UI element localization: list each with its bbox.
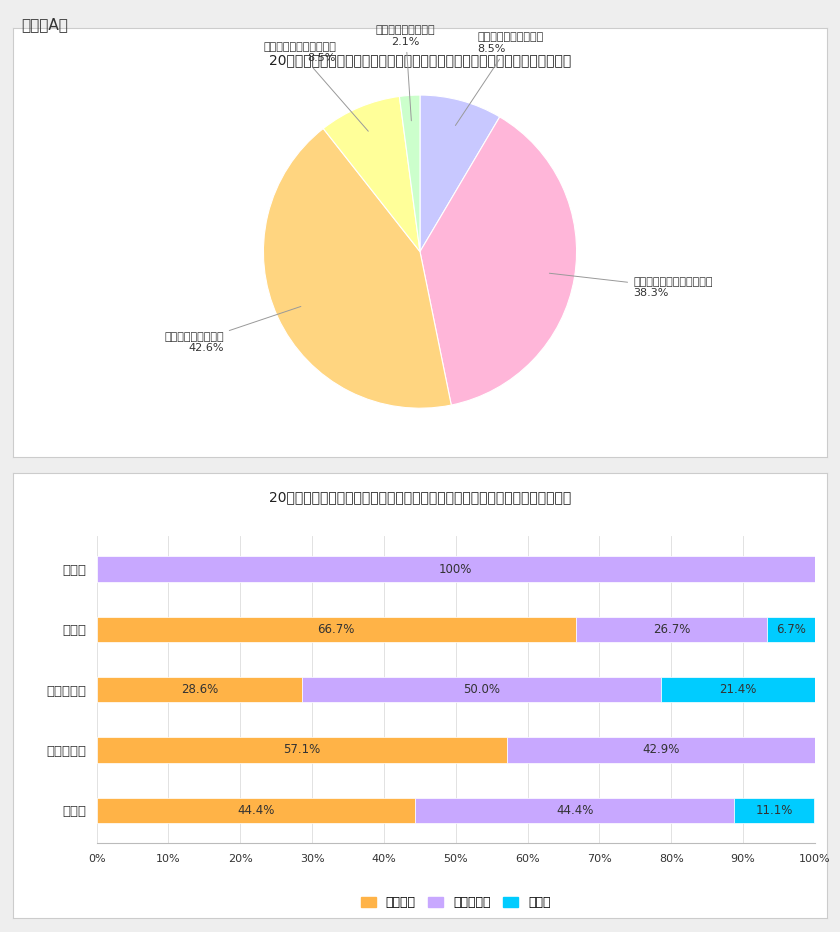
Text: 66.7%: 66.7%	[318, 623, 354, 636]
Bar	[97, 737, 507, 762]
Text: 20年ぶりの円安進行は自社の業績にプラスでしょうか、マイナスでしょうか？: 20年ぶりの円安進行は自社の業績にプラスでしょうか、マイナスでしょうか？	[269, 54, 571, 68]
Text: プラスの影響がある
2.1%: プラスの影響がある 2.1%	[376, 25, 436, 121]
Text: 28.6%: 28.6%	[181, 683, 218, 696]
Text: 44.4%: 44.4%	[556, 803, 594, 816]
Bar	[416, 798, 734, 823]
Text: 6.7%: 6.7%	[776, 623, 806, 636]
Wedge shape	[420, 95, 500, 252]
Text: マイナスの影響がある
8.5%: マイナスの影響がある 8.5%	[455, 33, 543, 126]
Bar	[97, 798, 416, 823]
Text: ややプラスの影響がある
8.5%: ややプラスの影響がある 8.5%	[263, 42, 368, 131]
Text: 100%: 100%	[439, 563, 472, 576]
Text: 42.9%: 42.9%	[642, 744, 680, 757]
Bar	[768, 617, 816, 642]
Bar	[97, 677, 302, 703]
Wedge shape	[264, 129, 451, 408]
Text: ほとんど影響はない
42.6%: ほとんど影響はない 42.6%	[165, 307, 301, 353]
Bar	[302, 677, 661, 703]
Legend: マイナス, 変わらない, プラス: マイナス, 変わらない, プラス	[355, 891, 556, 914]
Bar	[97, 556, 815, 582]
Text: （図表A）: （図表A）	[21, 17, 68, 32]
Bar	[507, 737, 815, 762]
Text: 21.4%: 21.4%	[719, 683, 757, 696]
Bar	[734, 798, 814, 823]
Text: 50.0%: 50.0%	[463, 683, 500, 696]
Wedge shape	[420, 116, 576, 405]
Text: 20年ぶりの円安進行は自社の業績にプラスでしょうか、マイナスでしょうか？: 20年ぶりの円安進行は自社の業績にプラスでしょうか、マイナスでしょうか？	[269, 490, 571, 504]
Text: 11.1%: 11.1%	[755, 803, 793, 816]
Wedge shape	[323, 96, 420, 252]
Bar	[661, 677, 815, 703]
Text: 57.1%: 57.1%	[283, 744, 320, 757]
Bar	[575, 617, 768, 642]
Text: 26.7%: 26.7%	[653, 623, 690, 636]
Text: 44.4%: 44.4%	[238, 803, 275, 816]
Text: ややマイナスの影響がある
38.3%: ややマイナスの影響がある 38.3%	[549, 273, 712, 298]
Wedge shape	[399, 95, 420, 252]
Bar	[97, 617, 575, 642]
